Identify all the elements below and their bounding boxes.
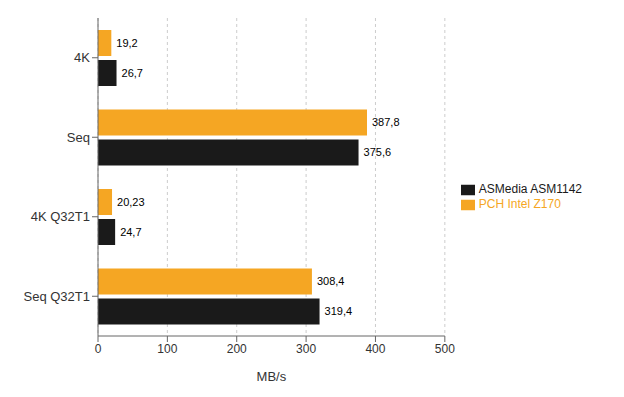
svg-text:24,7: 24,7 [120, 226, 141, 238]
svg-text:300: 300 [296, 342, 316, 356]
html-text:PCH Intel Z170: PCH Intel Z170 [478, 197, 561, 211]
svg-text:308,4: 308,4 [317, 275, 345, 287]
svg-text:26,7: 26,7 [122, 67, 143, 79]
svg-text:20,23: 20,23 [117, 196, 145, 208]
svg-text:4K Q32T1: 4K Q32T1 [31, 209, 90, 224]
svg-text:200: 200 [227, 342, 247, 356]
svg-text:4K: 4K [74, 50, 90, 65]
html-text:ASMedia ASM1142: ASMedia ASM1142 [478, 182, 582, 197]
svg-text:19,2: 19,2 [116, 37, 137, 49]
svg-text:319,4: 319,4 [325, 305, 353, 317]
svg-text:500: 500 [435, 342, 455, 356]
svg-text:400: 400 [365, 342, 385, 356]
svg-text:375,6: 375,6 [364, 146, 392, 158]
svg-text:MB/s: MB/s [257, 369, 287, 384]
svg-text:Seq: Seq [67, 130, 90, 145]
svg-text:387,8: 387,8 [372, 116, 400, 128]
svg-text:0: 0 [95, 342, 102, 356]
svg-text:100: 100 [157, 342, 177, 356]
svg-text:Seq Q32T1: Seq Q32T1 [24, 289, 91, 304]
